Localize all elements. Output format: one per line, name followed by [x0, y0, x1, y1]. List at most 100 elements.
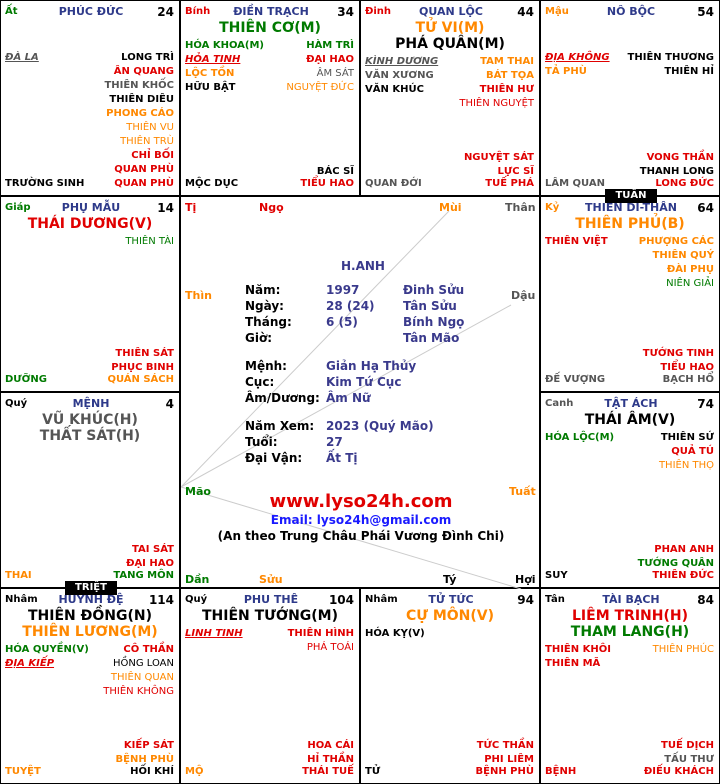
website-link[interactable]: www.lyso24h.com: [269, 491, 453, 512]
palace-cell-thin[interactable]: Giáp PHỤ MẪU 14 THÁI DƯƠNG(V) THIÊN TÀI THIÊN…: [0, 196, 180, 392]
major-star: THẤT SÁT(H): [39, 428, 141, 444]
palace-cell-ngo[interactable]: Bính ĐIỀN TRẠCH 34 THIÊN CƠ(M) HÓA KHOA(M) HỎ…: [180, 0, 360, 196]
palace-number: 114: [148, 593, 174, 607]
palace-cell-dau[interactable]: Kỷ THIÊN DI-THÂN 64 THIÊN PHỦ(B) THIÊN VIỆT P…: [540, 196, 720, 392]
palace-can: Bính: [185, 6, 211, 17]
branch-ngo: Ngọ: [259, 201, 284, 214]
info-value: Kim Tứ Cục: [326, 375, 402, 389]
minor-star-right: LONG TRÌ: [121, 52, 174, 63]
palace-can: Giáp: [5, 202, 31, 213]
minor-star-lower: VONG THẦN: [646, 152, 714, 163]
bottom-star: ĐIẾU KHÁCH: [643, 766, 714, 777]
bottom-star: BỆNH PHÙ: [475, 766, 535, 777]
branch-tuat: Tuất: [509, 485, 536, 498]
branch-hoi: Hợi: [515, 573, 536, 586]
palace-name: PHU THÊ: [243, 593, 299, 606]
palace-cell-ty2[interactable]: Nhâm TỬ TỨC 94 CỰ MÔN(V) HÓA KỴ(V) TỨC THẦN PH…: [360, 588, 540, 784]
palace-name: NÔ BỘC: [606, 5, 656, 18]
major-star: THIÊN PHỦ(B): [575, 216, 685, 232]
minor-star-right: THIÊN THƯƠNG: [627, 52, 714, 63]
center-info-panel: Tị Ngọ Mùi Thân Thìn Dậu Mão Tuất Dần Sử…: [180, 196, 540, 589]
minor-star-lower: TẤU THƯ: [664, 754, 714, 765]
minor-star-left: VĂN XƯƠNG: [365, 70, 434, 81]
bottom-star: LONG ĐỨC: [655, 178, 714, 189]
life-stage: MỘC DỤC: [185, 178, 239, 189]
life-stage: MỘ: [185, 766, 204, 777]
life-stage: THAI: [5, 570, 32, 581]
email-link[interactable]: Email: lyso24h@gmail.com: [270, 513, 452, 527]
bottom-star: BẠCH HỔ: [662, 374, 714, 385]
life-stage: BỆNH: [545, 766, 577, 777]
info-value: 6 (5): [326, 315, 358, 329]
palace-cell-suu[interactable]: Quý PHU THÊ 104 THIÊN TƯỚNG(M) LINH TINH THIÊ…: [180, 588, 360, 784]
palace-cell-than[interactable]: Mậu NÔ BỘC 54 ĐỊA KHÔNG TẢ PHÙ THIÊN THƯƠNG TH…: [540, 0, 720, 196]
minor-star-lower: HỈ THẦN: [307, 754, 354, 765]
minor-star-left: THIÊN VIỆT: [545, 236, 608, 247]
minor-star-right: THIÊN VU: [126, 122, 174, 133]
palace-can: Quý: [185, 594, 208, 605]
minor-star-lower: TIỂU HAO: [660, 362, 714, 373]
minor-star-right: NIÊN GIẢI: [666, 278, 714, 289]
minor-star-left: KÌNH DƯƠNG: [365, 56, 439, 67]
minor-star-right: PHÁ TOÁI: [306, 642, 354, 653]
palace-name: MỆNH: [72, 397, 110, 410]
branch-dan: Dần: [185, 573, 210, 586]
bottom-star: THIÊN ĐỨC: [652, 570, 714, 581]
minor-star-right: THIÊN TRÙ: [120, 136, 174, 147]
palace-number: 24: [157, 5, 174, 19]
major-star: THÁI DƯƠNG(V): [27, 216, 153, 232]
minor-star-lower: TAI SÁT: [132, 544, 174, 555]
minor-star-lower: LỰC SĨ: [497, 166, 534, 177]
info-label: Ngày:: [245, 299, 284, 313]
minor-star-right: CÔ THẦN: [123, 644, 174, 655]
palace-cell-mao[interactable]: Quý MỆNH 4 VŨ KHÚC(H) THẤT SÁT(H) TAI SÁT ĐẠI …: [0, 392, 180, 588]
minor-star-right: THIÊN QUÝ: [652, 250, 714, 261]
palace-can: Tân: [545, 594, 565, 605]
minor-star-right: ĐẠI HAO: [306, 54, 354, 65]
palace-cell-mui[interactable]: Đinh QUAN LỘC 44 TỬ VI(M) PHÁ QUÂN(M) KÌNH DƯ…: [360, 0, 540, 196]
minor-star-left: HÓA QUYỀN(V): [5, 644, 89, 655]
info-value: 2023 (Quý Mão): [326, 419, 434, 433]
branch-than: Thân: [505, 201, 536, 214]
minor-star-right: ÂM SÁT: [316, 68, 354, 79]
minor-star-lower: KIẾP SÁT: [123, 740, 174, 751]
person-name: H.ANH: [341, 259, 385, 273]
palace-cell-ty[interactable]: Ất PHÚC ĐỨC 24 ĐÀ LA LONG TRÌ ÂN QUANG THIÊN K…: [0, 0, 180, 196]
minor-star-right: THIÊN KHỐC: [104, 80, 174, 91]
life-stage: DƯỠNG: [5, 374, 47, 385]
palace-cell-dan[interactable]: Nhâm HUYNH ĐỆ 114 THIÊN ĐỒNG(N) THIÊN LƯƠNG(…: [0, 588, 180, 784]
palace-can: Ất: [5, 6, 18, 17]
minor-star-left: HÓA KỴ(V): [365, 628, 425, 639]
info-label: Giờ:: [245, 331, 273, 345]
palace-can: Kỷ: [545, 202, 560, 213]
minor-star-lower: TUẾ DỊCH: [661, 740, 714, 751]
method-note: (An theo Trung Châu Phái Vương Đình Chi): [217, 529, 505, 543]
triet-badge: TRIỆT: [65, 581, 117, 595]
minor-star-left: LINH TINH: [185, 628, 243, 639]
minor-star-right: NGUYỆT ĐỨC: [286, 82, 354, 93]
bottom-star: QUÁN SÁCH: [107, 374, 174, 385]
minor-star-lower: HOA CÁI: [307, 740, 354, 751]
info-value: 27: [326, 435, 343, 449]
minor-star-left: LỘC TỒN: [185, 68, 235, 79]
info-label: Cục:: [245, 375, 275, 389]
palace-can: Nhâm: [5, 594, 38, 605]
palace-name: PHỤ MẪU: [61, 201, 121, 214]
major-star: THAM LANG(H): [570, 624, 690, 640]
palace-can: Mậu: [545, 6, 569, 17]
major-star: PHÁ QUÂN(M): [395, 36, 505, 52]
bottom-star: QUAN PHÙ: [114, 178, 174, 189]
palace-cell-tuat[interactable]: Canh TẬT ÁCH 74 THÁI ÂM(V) HÓA LỘC(M) THIÊN S…: [540, 392, 720, 588]
palace-cell-hoi[interactable]: Tân TÀI BẠCH 84 LIÊM TRINH(H) THAM LANG(H) TH…: [540, 588, 720, 784]
info-value: 1997: [326, 283, 360, 297]
minor-star-left: HÓA KHOA(M): [185, 40, 265, 51]
info-value: Giản Hạ Thủy: [326, 359, 417, 373]
info-value: Ất Tị: [326, 451, 358, 465]
bottom-star: THÁI TUẾ: [302, 766, 354, 777]
minor-star-right: THIÊN PHÚC: [652, 644, 714, 655]
minor-star-right: CHỈ BỐI: [131, 150, 174, 161]
palace-name: PHÚC ĐỨC: [58, 5, 124, 18]
palace-name: ĐIỀN TRẠCH: [233, 5, 309, 18]
life-stage: SUY: [545, 570, 568, 581]
